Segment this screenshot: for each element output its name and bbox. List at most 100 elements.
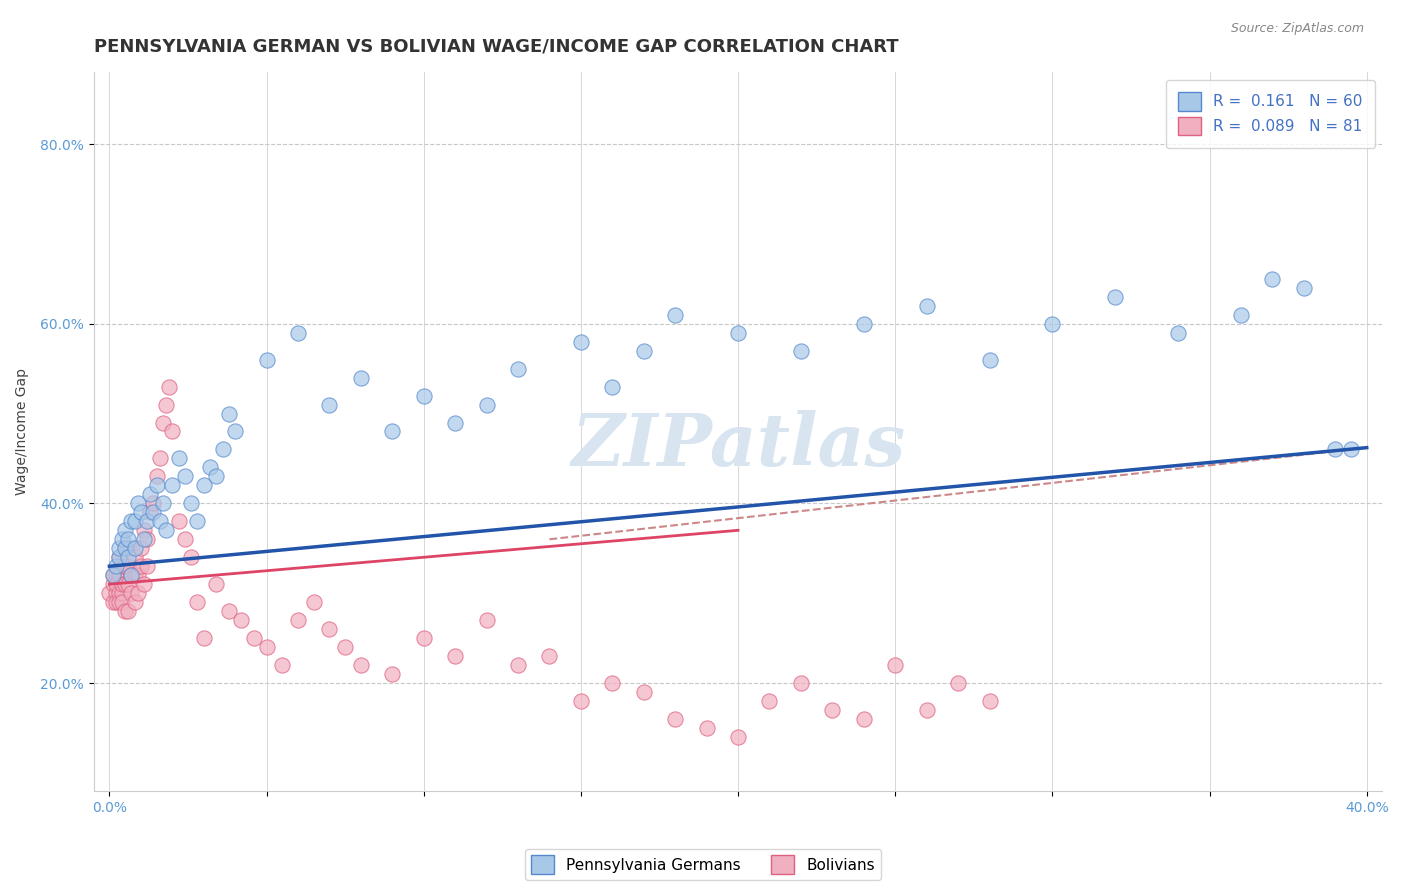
- Point: [155, 398, 177, 412]
- Point: [167, 514, 190, 528]
- Point: [108, 550, 131, 565]
- Point: [127, 568, 149, 582]
- Point: [1230, 308, 1253, 322]
- Point: [302, 595, 325, 609]
- Point: [101, 568, 124, 582]
- Point: [111, 577, 134, 591]
- Point: [120, 514, 142, 528]
- Point: [231, 613, 253, 627]
- Point: [790, 676, 813, 690]
- Point: [287, 326, 309, 340]
- Point: [108, 550, 131, 565]
- Point: [243, 631, 266, 645]
- Point: [132, 533, 155, 547]
- Point: [727, 326, 749, 340]
- Point: [142, 505, 165, 519]
- Point: [1167, 326, 1189, 340]
- Point: [1040, 317, 1063, 331]
- Point: [256, 640, 278, 654]
- Point: [350, 370, 373, 384]
- Point: [108, 586, 131, 600]
- Point: [98, 586, 121, 600]
- Point: [193, 478, 215, 492]
- Point: [821, 703, 844, 717]
- Point: [104, 559, 127, 574]
- Point: [602, 379, 624, 393]
- Point: [114, 559, 136, 574]
- Point: [852, 712, 875, 726]
- Point: [506, 658, 529, 673]
- Point: [381, 425, 404, 439]
- Point: [350, 658, 373, 673]
- Point: [114, 577, 136, 591]
- Point: [111, 595, 134, 609]
- Point: [506, 361, 529, 376]
- Point: [114, 541, 136, 556]
- Point: [1292, 281, 1315, 295]
- Text: PENNSYLVANIA GERMAN VS BOLIVIAN WAGE/INCOME GAP CORRELATION CHART: PENNSYLVANIA GERMAN VS BOLIVIAN WAGE/INC…: [94, 37, 898, 55]
- Point: [136, 514, 159, 528]
- Point: [114, 541, 136, 556]
- Point: [114, 524, 136, 538]
- Point: [193, 631, 215, 645]
- Point: [475, 613, 498, 627]
- Point: [186, 514, 208, 528]
- Point: [852, 317, 875, 331]
- Y-axis label: Wage/Income Gap: Wage/Income Gap: [15, 368, 30, 495]
- Point: [664, 308, 686, 322]
- Point: [602, 676, 624, 690]
- Point: [173, 533, 195, 547]
- Point: [117, 533, 139, 547]
- Point: [104, 595, 127, 609]
- Point: [117, 577, 139, 591]
- Point: [117, 604, 139, 618]
- Point: [167, 451, 190, 466]
- Point: [104, 568, 127, 582]
- Point: [475, 398, 498, 412]
- Point: [444, 416, 467, 430]
- Point: [569, 334, 592, 349]
- Point: [114, 604, 136, 618]
- Point: [211, 442, 233, 457]
- Point: [127, 496, 149, 510]
- Point: [104, 577, 127, 591]
- Point: [117, 550, 139, 565]
- Point: [318, 398, 340, 412]
- Point: [142, 496, 165, 510]
- Point: [139, 487, 162, 501]
- Point: [946, 676, 969, 690]
- Point: [1324, 442, 1347, 457]
- Point: [173, 469, 195, 483]
- Point: [120, 568, 142, 582]
- Point: [129, 559, 152, 574]
- Text: ZIPatlas: ZIPatlas: [571, 410, 905, 482]
- Point: [117, 559, 139, 574]
- Point: [101, 568, 124, 582]
- Point: [180, 496, 202, 510]
- Point: [287, 613, 309, 627]
- Point: [538, 649, 561, 664]
- Point: [129, 505, 152, 519]
- Point: [120, 586, 142, 600]
- Point: [132, 577, 155, 591]
- Point: [104, 586, 127, 600]
- Point: [758, 694, 780, 708]
- Point: [129, 541, 152, 556]
- Point: [1261, 272, 1284, 286]
- Point: [132, 524, 155, 538]
- Point: [198, 460, 221, 475]
- Point: [205, 469, 228, 483]
- Point: [224, 425, 246, 439]
- Point: [136, 533, 159, 547]
- Point: [145, 478, 167, 492]
- Text: Source: ZipAtlas.com: Source: ZipAtlas.com: [1230, 22, 1364, 36]
- Point: [633, 343, 655, 358]
- Point: [152, 416, 174, 430]
- Point: [101, 577, 124, 591]
- Point: [120, 541, 142, 556]
- Legend: R =  0.161   N = 60, R =  0.089   N = 81: R = 0.161 N = 60, R = 0.089 N = 81: [1166, 79, 1375, 147]
- Legend: Pennsylvania Germans, Bolivians: Pennsylvania Germans, Bolivians: [524, 849, 882, 880]
- Point: [218, 604, 240, 618]
- Point: [271, 658, 294, 673]
- Point: [633, 685, 655, 699]
